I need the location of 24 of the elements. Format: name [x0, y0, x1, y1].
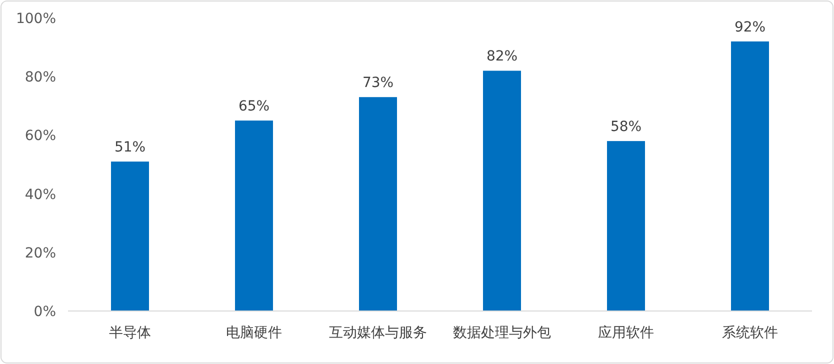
bar — [607, 141, 645, 311]
x-tick-label: 数据处理与外包 — [453, 325, 551, 341]
data-label: 82% — [486, 48, 518, 65]
x-tick-label: 系统软件 — [722, 325, 778, 341]
data-label: 92% — [734, 19, 766, 36]
bar — [111, 162, 149, 311]
y-tick-label: 40% — [24, 186, 56, 203]
x-tick-label: 电脑硬件 — [226, 325, 282, 341]
y-tick-label: 20% — [24, 245, 56, 262]
data-label: 65% — [238, 98, 270, 115]
data-label: 58% — [610, 119, 642, 136]
x-tick-label: 互动媒体与服务 — [329, 325, 427, 341]
data-label: 51% — [114, 140, 146, 156]
y-tick-label: 0% — [34, 304, 56, 320]
bar — [235, 120, 273, 311]
x-tick-label: 半导体 — [109, 325, 151, 341]
y-tick-label: 80% — [24, 70, 56, 86]
data-label: 73% — [362, 75, 394, 92]
y-tick-label: 100% — [16, 11, 56, 27]
y-tick-label: 60% — [24, 128, 56, 144]
bar — [731, 41, 769, 311]
x-tick-label: 应用软件 — [598, 325, 654, 341]
bar — [483, 70, 521, 311]
bar — [359, 97, 397, 311]
